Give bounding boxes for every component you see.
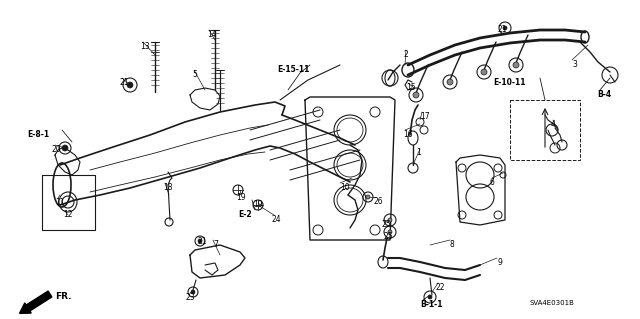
Text: 18: 18 xyxy=(163,183,173,192)
Text: 7: 7 xyxy=(213,240,218,249)
Text: 14: 14 xyxy=(207,30,216,39)
Circle shape xyxy=(388,230,392,234)
Text: 16: 16 xyxy=(403,130,413,139)
Text: 6: 6 xyxy=(490,178,495,187)
Circle shape xyxy=(198,239,202,243)
Text: 13: 13 xyxy=(140,42,150,51)
Text: E-10-11: E-10-11 xyxy=(493,78,525,87)
Circle shape xyxy=(366,195,370,199)
FancyArrow shape xyxy=(20,291,52,313)
Circle shape xyxy=(428,295,432,299)
Text: 9: 9 xyxy=(497,258,502,267)
Text: 4: 4 xyxy=(551,120,556,129)
Text: 5: 5 xyxy=(192,70,197,79)
Text: 24: 24 xyxy=(272,215,282,224)
Text: B-1-1: B-1-1 xyxy=(420,300,442,309)
Circle shape xyxy=(503,26,507,30)
Text: E-15-11: E-15-11 xyxy=(277,65,309,74)
Text: 11: 11 xyxy=(55,198,65,207)
Bar xyxy=(510,100,580,160)
Text: 25: 25 xyxy=(383,232,392,241)
Text: 12: 12 xyxy=(63,210,72,219)
Text: B-4: B-4 xyxy=(597,90,611,99)
Text: 21: 21 xyxy=(198,237,207,246)
Circle shape xyxy=(447,79,453,85)
Text: 15: 15 xyxy=(406,83,415,92)
Text: 22: 22 xyxy=(436,283,445,292)
Text: E-8-1: E-8-1 xyxy=(27,130,49,139)
Text: E-2: E-2 xyxy=(238,210,252,219)
Circle shape xyxy=(127,82,133,88)
Text: 2: 2 xyxy=(404,50,409,59)
Text: 10: 10 xyxy=(340,183,349,192)
Circle shape xyxy=(388,218,392,222)
Text: 17: 17 xyxy=(420,112,429,121)
Text: 20: 20 xyxy=(52,145,61,154)
Circle shape xyxy=(62,145,68,151)
Text: 21: 21 xyxy=(498,25,508,34)
Circle shape xyxy=(481,69,487,75)
Circle shape xyxy=(513,62,519,68)
Circle shape xyxy=(413,92,419,98)
Text: 1: 1 xyxy=(416,148,420,157)
Text: 8: 8 xyxy=(450,240,455,249)
Text: FR.: FR. xyxy=(55,292,72,301)
Text: 19: 19 xyxy=(236,193,246,202)
Text: 25: 25 xyxy=(382,220,392,229)
Text: 3: 3 xyxy=(572,60,577,69)
Text: 26: 26 xyxy=(374,197,383,206)
Text: 21: 21 xyxy=(120,78,129,87)
Text: 19: 19 xyxy=(253,200,262,209)
Text: 23: 23 xyxy=(185,293,195,302)
Text: SVA4E0301B: SVA4E0301B xyxy=(530,300,575,306)
Circle shape xyxy=(191,290,195,294)
